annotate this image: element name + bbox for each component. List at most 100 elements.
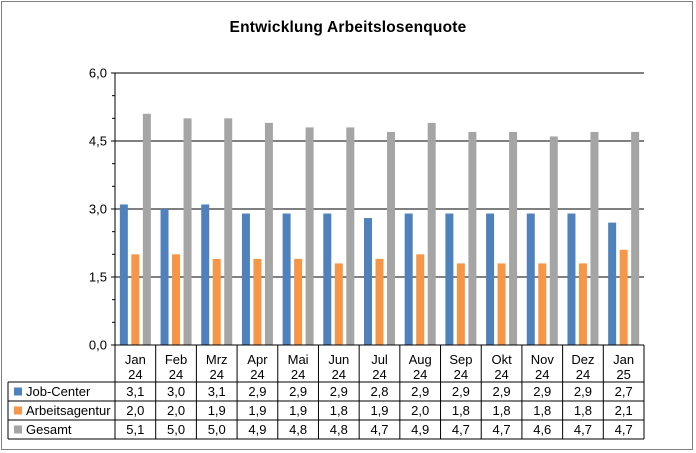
x-tick-label: Mrz bbox=[206, 352, 228, 367]
x-tick-label: 24 bbox=[494, 367, 508, 382]
bar-job-center bbox=[364, 218, 372, 345]
bar-gesamt bbox=[590, 131, 599, 345]
bar-gesamt bbox=[468, 131, 477, 345]
y-tick-label: 6,0 bbox=[89, 66, 107, 81]
x-tick-label: Mai bbox=[288, 352, 309, 367]
y-tick-label: 3,0 bbox=[89, 202, 107, 217]
x-tick-label: 24 bbox=[250, 367, 264, 382]
x-tick-label: Aug bbox=[409, 352, 432, 367]
bar-arbeitsagentur bbox=[131, 254, 140, 345]
bar-job-center bbox=[608, 222, 617, 345]
x-tick-label: 24 bbox=[454, 367, 468, 382]
x-tick-label: Apr bbox=[247, 352, 268, 367]
data-label: 5,0 bbox=[208, 422, 226, 437]
x-tick-label: Okt bbox=[491, 352, 512, 367]
bar-gesamt bbox=[346, 127, 355, 346]
legend-label: Job-Center bbox=[26, 384, 91, 399]
bar-arbeitsagentur bbox=[578, 263, 587, 345]
x-tick-label: 24 bbox=[291, 367, 305, 382]
x-tick-label: 24 bbox=[576, 367, 590, 382]
x-tick-label: 24 bbox=[128, 367, 142, 382]
x-tick-label: Jan bbox=[125, 352, 146, 367]
data-label: 3,0 bbox=[167, 384, 185, 399]
data-label: 2,9 bbox=[289, 384, 307, 399]
x-tick-label: 24 bbox=[535, 367, 549, 382]
x-tick-label: Feb bbox=[165, 352, 187, 367]
chart-title: Entwicklung Arbeitslosenquote bbox=[229, 19, 467, 36]
data-label: 4,8 bbox=[289, 422, 307, 437]
x-tick-label: Jun bbox=[328, 352, 349, 367]
legend-label: Arbeitsagentur bbox=[26, 403, 111, 418]
bar-gesamt bbox=[142, 113, 151, 345]
bar-gesamt bbox=[183, 118, 192, 345]
x-tick-label: Jan bbox=[613, 352, 634, 367]
data-label: 1,8 bbox=[330, 403, 348, 418]
bar-job-center bbox=[160, 209, 169, 345]
data-label: 1,9 bbox=[208, 403, 226, 418]
bar-job-center bbox=[119, 204, 128, 345]
data-label: 2,0 bbox=[411, 403, 429, 418]
bar-job-center bbox=[201, 204, 210, 345]
x-tick-label: 24 bbox=[413, 367, 427, 382]
data-label: 2,9 bbox=[330, 384, 348, 399]
data-label: 1,9 bbox=[248, 403, 266, 418]
data-label: 4,8 bbox=[330, 422, 348, 437]
bar-arbeitsagentur bbox=[619, 249, 628, 345]
data-label: 2,9 bbox=[411, 384, 429, 399]
data-label: 2,9 bbox=[493, 384, 511, 399]
data-label: 4,7 bbox=[574, 422, 592, 437]
bar-job-center bbox=[567, 213, 576, 345]
data-label: 2,9 bbox=[248, 384, 266, 399]
legend-key bbox=[14, 406, 22, 415]
data-label: 2,1 bbox=[615, 403, 633, 418]
x-tick-label: 24 bbox=[332, 367, 346, 382]
x-tick-label: Dez bbox=[571, 352, 594, 367]
bar-arbeitsagentur bbox=[456, 263, 465, 345]
bar-gesamt bbox=[264, 122, 273, 345]
data-label: 2,9 bbox=[452, 384, 470, 399]
data-label: 4,7 bbox=[452, 422, 470, 437]
bar-job-center bbox=[241, 213, 250, 345]
bar-arbeitsagentur bbox=[172, 254, 181, 345]
x-tick-label: Sep bbox=[449, 352, 472, 367]
bar-arbeitsagentur bbox=[212, 258, 221, 345]
x-tick-label: 25 bbox=[616, 367, 630, 382]
data-label: 1,8 bbox=[493, 403, 511, 418]
data-label: 4,6 bbox=[533, 422, 551, 437]
x-tick-label: Nov bbox=[531, 352, 555, 367]
data-label: 4,9 bbox=[248, 422, 266, 437]
y-tick-label: 4,5 bbox=[89, 134, 107, 149]
x-tick-label: 24 bbox=[169, 367, 183, 382]
data-label: 4,7 bbox=[615, 422, 633, 437]
bar-gesamt bbox=[427, 122, 436, 345]
bar-gesamt bbox=[387, 131, 395, 345]
bar-arbeitsagentur bbox=[416, 254, 425, 345]
legend-label: Gesamt bbox=[26, 422, 72, 437]
data-label: 2,8 bbox=[370, 384, 388, 399]
data-label: 2,9 bbox=[574, 384, 592, 399]
bar-arbeitsagentur bbox=[253, 258, 262, 345]
bar-gesamt bbox=[305, 127, 314, 346]
bar-gesamt bbox=[631, 131, 640, 345]
data-label: 1,9 bbox=[370, 403, 388, 418]
bar-job-center bbox=[282, 213, 291, 345]
data-label: 2,9 bbox=[533, 384, 551, 399]
y-tick-label: 0,0 bbox=[89, 338, 107, 353]
data-label: 4,7 bbox=[493, 422, 511, 437]
data-label: 5,1 bbox=[126, 422, 144, 437]
bar-arbeitsagentur bbox=[497, 263, 506, 345]
data-label: 1,8 bbox=[574, 403, 592, 418]
legend-key bbox=[14, 425, 22, 434]
x-tick-label: 24 bbox=[209, 367, 223, 382]
legend-key bbox=[14, 387, 22, 396]
bar-arbeitsagentur bbox=[538, 263, 547, 345]
data-label: 2,7 bbox=[615, 384, 633, 399]
bar-gesamt bbox=[509, 131, 518, 345]
data-label: 1,9 bbox=[289, 403, 307, 418]
data-label: 2,0 bbox=[126, 403, 144, 418]
data-label: 1,8 bbox=[533, 403, 551, 418]
data-label: 1,8 bbox=[452, 403, 470, 418]
bar-job-center bbox=[526, 213, 535, 345]
data-label: 4,9 bbox=[411, 422, 429, 437]
